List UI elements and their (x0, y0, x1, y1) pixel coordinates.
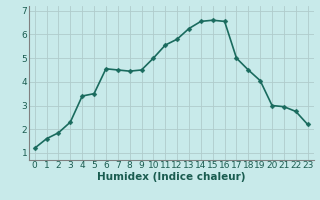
X-axis label: Humidex (Indice chaleur): Humidex (Indice chaleur) (97, 172, 245, 182)
